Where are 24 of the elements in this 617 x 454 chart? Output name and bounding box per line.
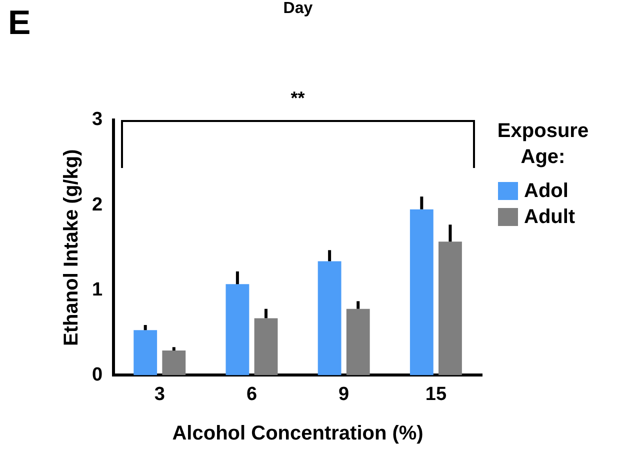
text: ** <box>290 88 305 109</box>
legend-label: Adult <box>524 206 576 228</box>
legend-title: Exposure Age: <box>496 119 590 170</box>
y-tick-label: 1 <box>92 279 103 300</box>
bar <box>226 284 250 376</box>
bar <box>346 308 370 376</box>
bar <box>254 318 278 376</box>
legend-label: Adol <box>524 180 568 202</box>
y-tick-label: 2 <box>92 194 103 216</box>
bar <box>318 261 342 376</box>
y-axis-title: Ethanol Intake (g/kg) <box>60 149 83 346</box>
x-tick-label: 3 <box>154 384 165 405</box>
x-tick-label: 9 <box>338 384 350 405</box>
y-tick-label: 3 <box>92 109 103 130</box>
y-tick-label: 0 <box>92 364 103 386</box>
text: Day <box>283 0 313 18</box>
bar <box>410 209 434 376</box>
x-tick-label: 15 <box>425 384 447 405</box>
x-tick-label: 6 <box>246 384 258 405</box>
bar <box>134 330 158 376</box>
x-axis-title: Alcohol Concentration (%) <box>172 422 424 445</box>
bar <box>162 350 186 376</box>
bar <box>438 242 462 376</box>
text: E <box>8 4 31 43</box>
